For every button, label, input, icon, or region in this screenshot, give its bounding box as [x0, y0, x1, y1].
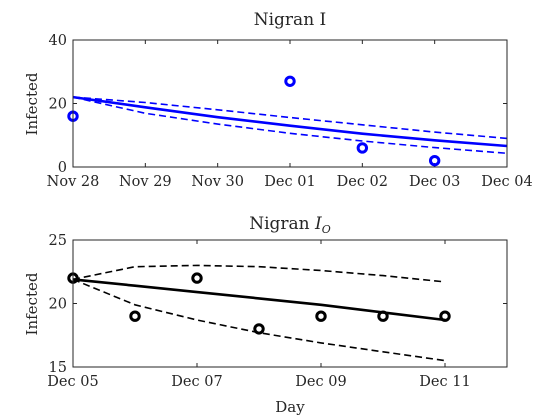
observed-point: [129, 310, 141, 322]
lower-bound-line: [72, 96, 508, 155]
y-tick-label: 15: [49, 360, 67, 376]
x-tick-label: Dec 07: [171, 374, 222, 390]
observed-point: [428, 154, 441, 167]
upper-bound-line: [72, 96, 508, 140]
panel-title: Nigran I: [254, 10, 327, 30]
plot-marks: [67, 239, 507, 368]
plot-area-frame: [72, 39, 508, 168]
upper-bound-line: [72, 264, 446, 283]
title-symbol: I: [314, 214, 322, 234]
title-subscript: O: [322, 223, 331, 236]
x-tick-label: Dec 01: [264, 174, 315, 190]
observed-point: [439, 310, 451, 322]
x-tick-label: Nov 29: [119, 174, 172, 190]
x-axis-label: Day: [275, 398, 305, 416]
fit-line: [72, 95, 508, 148]
x-tick-label: Dec 02: [337, 174, 388, 190]
y-tick-label: 20: [49, 297, 67, 313]
y-axis-label: Infected: [23, 272, 41, 335]
lower-bound-line: [72, 278, 446, 362]
plot-area-frame: [72, 239, 508, 368]
x-tick-label: Nov 28: [47, 174, 100, 190]
observed-point: [284, 75, 296, 87]
x-tick-label: Dec 05: [47, 374, 98, 390]
infected-panel: Nigran I Infected Nov 28 Nov 29 Nov 30 Dec …: [23, 10, 533, 190]
panel-title: Nigran IO: [249, 214, 331, 236]
y-axis-label: Infected: [23, 72, 41, 135]
observed-point: [191, 272, 203, 284]
x-tick-label: Dec 09: [295, 374, 346, 390]
title-text: Nigran: [249, 214, 315, 234]
y-tick-labels: 15 20 25: [49, 233, 67, 376]
y-tick-label: 25: [49, 233, 67, 249]
x-tick-label: Dec 11: [419, 374, 470, 390]
observed-point: [253, 323, 265, 335]
y-tick-label: 20: [49, 97, 67, 113]
y-tick-labels: 0 20 40: [49, 33, 67, 176]
plot-marks: [67, 39, 508, 168]
x-tick-label: Dec 04: [481, 174, 532, 190]
x-tick-labels: Dec 05 Dec 07 Dec 09 Dec 11: [47, 374, 470, 390]
fit-line: [72, 278, 446, 322]
y-tick-label: 0: [58, 160, 67, 176]
observed-point: [315, 310, 327, 322]
x-tick-label: Nov 30: [191, 174, 244, 190]
y-tick-label: 40: [49, 33, 67, 49]
observed-point: [356, 142, 369, 154]
x-tick-labels: Nov 28 Nov 29 Nov 30 Dec 01 Dec 02 Dec 03 Dec …: [47, 174, 533, 190]
observed-point: [377, 310, 389, 322]
infected-o-panel: Nigran IO Infected Day Dec 05 Dec 07 Dec 0…: [23, 214, 508, 416]
x-tick-label: Dec 03: [409, 174, 460, 190]
